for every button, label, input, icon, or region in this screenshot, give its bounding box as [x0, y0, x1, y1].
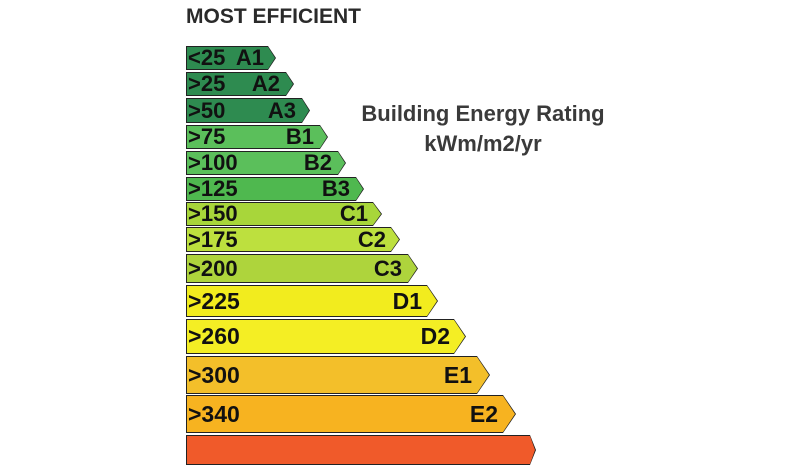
rating-range-label: >260 — [188, 323, 240, 349]
rating-band-fill — [187, 152, 345, 174]
rating-band-fill — [187, 47, 275, 69]
rating-range-label: >150 — [188, 201, 238, 226]
rating-band-d1: >225 D1 — [186, 285, 438, 317]
rating-range-label: >25 — [188, 71, 226, 96]
most-efficient-heading: MOST EFFICIENT — [186, 5, 361, 28]
rating-range-label: >175 — [188, 226, 238, 252]
rating-band-c1: >150 C1 — [186, 201, 382, 226]
rating-band-fill — [187, 73, 293, 95]
rating-code-label: C2 — [357, 226, 386, 252]
rating-band-e1: >300 E1 — [186, 356, 490, 394]
rating-range-label: >200 — [188, 255, 238, 281]
rating-range-label: >300 — [188, 361, 240, 388]
rating-band-fill — [187, 126, 327, 148]
rating-code-label: C3 — [373, 255, 402, 281]
rating-band-fill — [187, 228, 399, 251]
rating-band-fill — [187, 286, 437, 316]
rating-range-label: >225 — [188, 287, 240, 314]
rating-band-a2: >25 A2 — [186, 71, 294, 96]
rating-code-label: B1 — [285, 124, 314, 149]
rating-band-c2: >175 C2 — [186, 227, 400, 252]
rating-range-label: >100 — [188, 150, 238, 175]
rating-range-label: >75 — [188, 124, 226, 149]
rating-code-label: B3 — [321, 176, 350, 201]
rating-code-label: C1 — [339, 201, 368, 226]
rating-band-fill — [187, 320, 465, 353]
rating-code-label: B2 — [303, 150, 332, 175]
rating-range-label: >50 — [188, 97, 226, 123]
rating-band-d2: >260 D2 — [186, 319, 466, 354]
rating-band-fill — [187, 178, 363, 200]
rating-code-label: D1 — [392, 287, 422, 314]
rating-code-label: E2 — [469, 400, 498, 427]
rating-range-label: >340 — [188, 400, 240, 427]
rating-code-label: D2 — [420, 323, 450, 349]
energy-rating-scale: <25 A1 >25 A2 >50 A3 >75 B1 >100 B2 >125 B3 >150 C1 >1… — [0, 45, 800, 450]
rating-band-fill — [187, 396, 515, 432]
rating-band-a3: >50 A3 — [186, 98, 310, 123]
rating-range-label: <25 — [188, 45, 226, 70]
rating-band-fill — [187, 99, 309, 122]
rating-scale-unit: kWm/m2/yr — [424, 131, 542, 156]
rating-code-label: E1 — [443, 361, 472, 388]
rating-band-fill — [187, 255, 417, 282]
rating-band-fill — [187, 436, 535, 464]
rating-code-label: A1 — [235, 45, 264, 70]
rating-band-bottom — [186, 435, 536, 465]
rating-range-label: >125 — [188, 176, 238, 201]
rating-band-c3: >200 C3 — [186, 254, 418, 283]
rating-scale-title: Building Energy Rating — [361, 101, 605, 126]
rating-band-a1: <25 A1 — [186, 45, 276, 70]
rating-band-e2: >340 E2 — [186, 395, 516, 433]
rating-code-label: A2 — [251, 71, 280, 96]
rating-band-fill — [187, 203, 381, 225]
rating-band-fill — [187, 357, 489, 393]
rating-band-b1: >75 B1 — [186, 124, 328, 149]
rating-code-label: A3 — [267, 97, 296, 123]
rating-band-b2: >100 B2 — [186, 150, 346, 175]
rating-band-b3: >125 B3 — [186, 176, 364, 201]
